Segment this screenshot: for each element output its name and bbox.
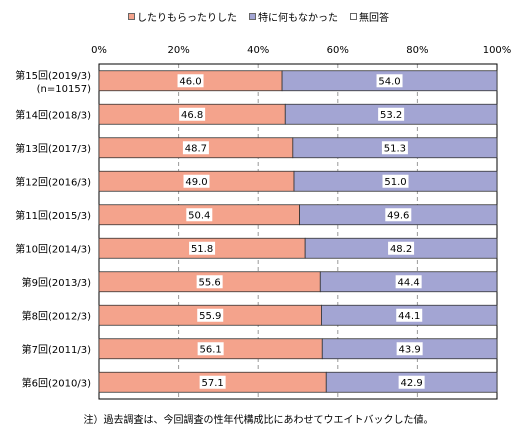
legend-swatch-nothing (249, 12, 256, 20)
category-label: 第7回(2011/3) (22, 343, 91, 356)
data-label-bg (388, 241, 415, 255)
data-label: 48.7 (185, 143, 207, 154)
data-label: 49.0 (185, 177, 207, 188)
x-tick-label: 0% (91, 45, 107, 56)
data-label: 44.1 (398, 311, 420, 322)
data-label: 51.8 (191, 244, 213, 255)
legend-label-did: したりもらったりした (137, 12, 237, 24)
data-label-bg (398, 375, 425, 389)
chart-legend: したりもらったりした 特に何もなかった 無回答 (0, 8, 517, 24)
data-label: 53.2 (380, 110, 402, 121)
data-label: 48.2 (390, 244, 412, 255)
plot-frame (98, 63, 498, 400)
data-label-bg (378, 107, 405, 121)
data-label-bg (385, 208, 412, 222)
chart-note: 注）過去調査は、今回調査の性年代構成比にあわせてウエイトバックした値。 (83, 415, 434, 426)
data-label-bg (381, 141, 408, 155)
data-label-bg (182, 141, 209, 155)
legend-label-no-answer: 無回答 (359, 12, 389, 24)
x-tick-label: 60% (327, 45, 349, 56)
legend-swatch-no-answer (350, 12, 357, 20)
data-label: 51.3 (384, 143, 406, 154)
legend-item-did: したりもらったりした (128, 9, 237, 24)
legend-label-nothing: 特に何もなかった (258, 12, 338, 24)
legend-item-nothing: 特に何もなかった (249, 9, 338, 24)
category-label: 第8回(2012/3) (22, 309, 91, 322)
category-label: 第11回(2015/3) (15, 209, 91, 222)
category-label: 第12回(2016/3) (15, 175, 91, 188)
data-label: 55.6 (199, 277, 221, 288)
category-label: 第13回(2017/3) (15, 142, 91, 155)
data-label-bg (197, 308, 224, 322)
data-label-bg (186, 208, 213, 222)
data-label-bg (196, 275, 223, 289)
data-label: 44.4 (398, 277, 420, 288)
data-label-bg (382, 174, 409, 188)
data-label: 46.8 (181, 110, 203, 121)
data-label: 50.4 (188, 210, 210, 221)
legend-swatch-did (128, 12, 135, 20)
data-label: 46.0 (179, 76, 201, 87)
data-label: 43.9 (399, 344, 421, 355)
data-label: 42.9 (400, 378, 422, 389)
category-label-sub: (n=10157) (37, 84, 91, 95)
data-label: 49.6 (387, 210, 409, 221)
category-label: 第15回(2019/3) (15, 69, 91, 82)
data-label-bg (197, 342, 224, 356)
category-label: 第10回(2014/3) (15, 242, 91, 255)
legend-item-no-answer: 無回答 (350, 9, 389, 24)
data-label: 57.1 (201, 378, 223, 389)
data-label-bg (177, 74, 204, 88)
data-label-bg (183, 174, 210, 188)
category-label: 第9回(2013/3) (22, 276, 91, 289)
category-label: 第6回(2010/3) (22, 376, 91, 389)
data-label: 54.0 (378, 76, 400, 87)
x-tick-label: 40% (247, 45, 269, 56)
data-label-bg (189, 241, 216, 255)
data-label-bg (395, 275, 422, 289)
data-label-bg (396, 308, 423, 322)
data-label-bg (376, 74, 403, 88)
data-label-bg (396, 342, 423, 356)
data-label: 55.9 (199, 311, 221, 322)
x-tick-label: 100% (483, 45, 512, 56)
x-tick-label: 20% (167, 45, 189, 56)
category-label: 第14回(2018/3) (15, 108, 91, 121)
data-label-bg (199, 375, 226, 389)
data-label-bg (179, 107, 206, 121)
x-tick-label: 80% (406, 45, 428, 56)
data-label: 56.1 (200, 344, 222, 355)
data-label: 51.0 (384, 177, 406, 188)
